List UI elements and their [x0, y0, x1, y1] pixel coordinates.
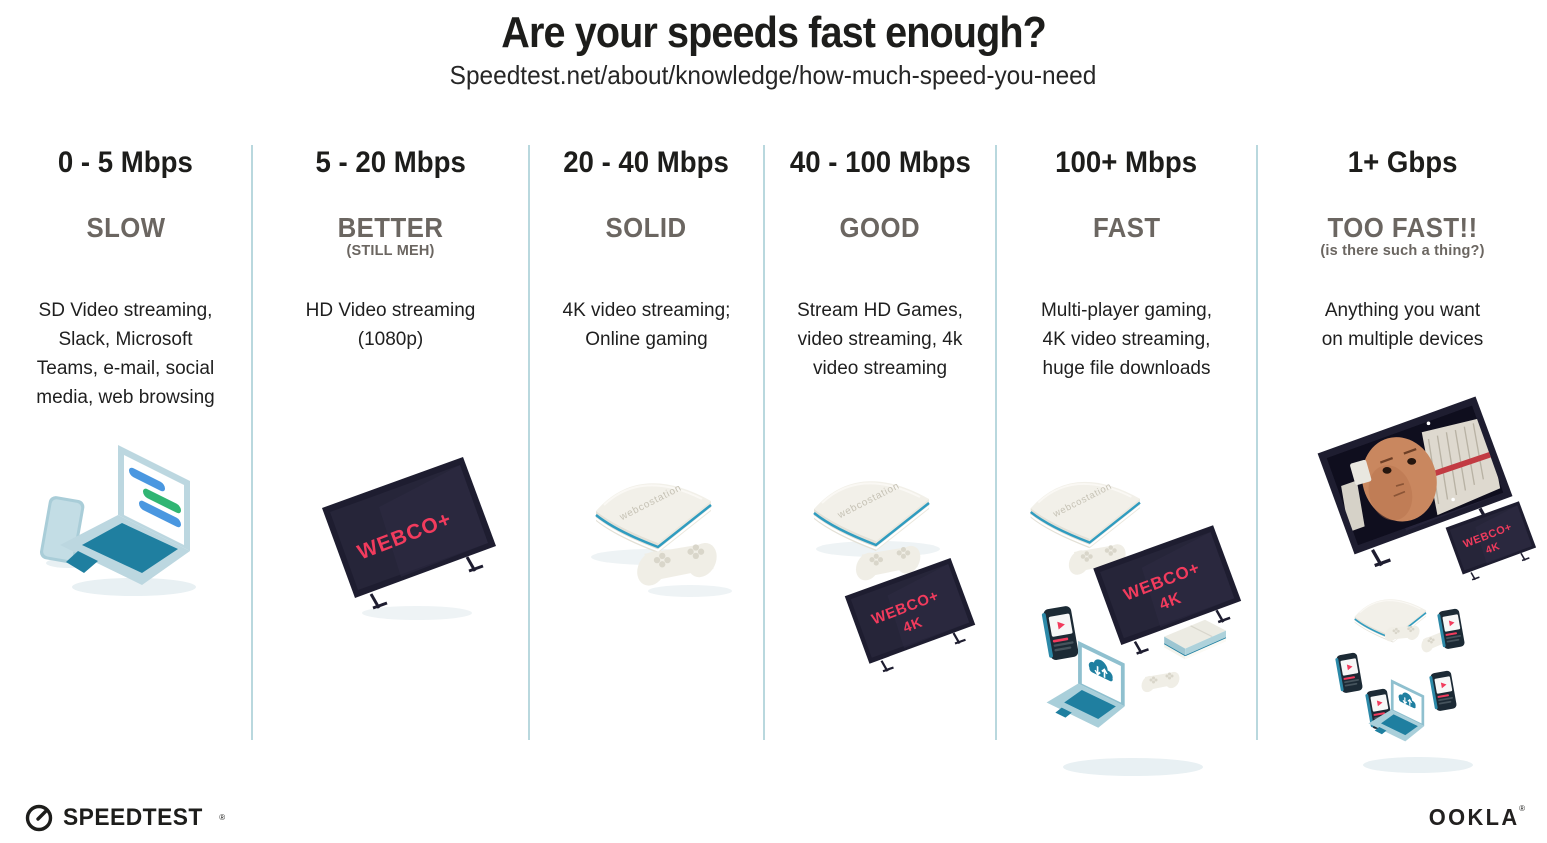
speed-range: 5 - 20 Mbps	[315, 146, 466, 179]
tv-4k-icon: WEBCO+ 4K	[1444, 500, 1537, 581]
header: Are your speeds fast enough? Speedtest.n…	[0, 8, 1547, 91]
game-console-icon: webcostation	[594, 481, 713, 555]
speedtest-trademark: ®	[219, 813, 226, 822]
speed-range: 100+ Mbps	[1055, 146, 1198, 179]
speed-column-20-40-mbps: 20 - 40 Mbps SOLID 4K video streaming; O…	[530, 145, 765, 740]
tier-description: Anything you want on multiple devices	[1321, 300, 1484, 350]
tv-resolution-label: 4K	[901, 615, 925, 637]
speed-column-5-20-mbps: 5 - 20 Mbps BETTER (STILL MEH) HD Video …	[253, 145, 530, 740]
console-controller-illustration: webcostation	[591, 481, 732, 597]
tier-description: 4K video streaming; Online gaming	[562, 300, 731, 350]
ookla-wordmark: OOKLA	[1428, 804, 1520, 830]
tier-label: TOO FAST!! (is there such a thing?)	[1258, 213, 1547, 260]
speed-range: 0 - 5 Mbps	[58, 146, 193, 179]
phone-video-icon	[1041, 605, 1080, 662]
speedtest-wordmark: SPEEDTEST	[63, 804, 203, 831]
speed-columns: 0 - 5 Mbps SLOW SD Video streaming, Slac…	[0, 145, 1547, 776]
page-subtitle: Speedtest.net/about/knowledge/how-much-s…	[450, 60, 1097, 90]
tier-label: SLOW	[85, 212, 166, 243]
tier-label: FAST	[1092, 212, 1161, 243]
speed-column-1-plus-gbps: 1+ Gbps TOO FAST!! (is there such a thin…	[1258, 145, 1547, 773]
tier-description: SD Video streaming, Slack, Microsoft Tea…	[36, 300, 215, 408]
speedtest-gauge-icon	[25, 804, 53, 832]
tier-label: GOOD	[839, 212, 921, 243]
speed-column-100-plus-mbps: 100+ Mbps FAST Multi-player gaming, 4K v…	[997, 145, 1258, 776]
speed-range: 20 - 40 Mbps	[563, 146, 730, 179]
game-console-icon: webcostation	[1029, 480, 1142, 550]
console-tv-illustration: webcostation WEBCO+ 4K	[812, 479, 977, 673]
ookla-trademark: ®	[1519, 804, 1525, 813]
tv-illustration: WEBCO+	[320, 455, 498, 620]
tier-note: (STILL MEH)	[346, 243, 435, 259]
speed-column-0-5-mbps: 0 - 5 Mbps SLOW SD Video streaming, Slac…	[0, 145, 253, 740]
tv-icon: WEBCO+	[320, 455, 498, 610]
many-devices-illustration: WEBCO+ 4K	[1315, 394, 1537, 773]
game-controller-icon	[1138, 669, 1183, 695]
tier-description: Stream HD Games, video streaming, 4k vid…	[797, 300, 963, 379]
speed-column-40-100-mbps: 40 - 100 Mbps GOOD Stream HD Games, vide…	[765, 145, 997, 740]
tier-description: Multi-player gaming, 4K video streaming,…	[1040, 300, 1213, 379]
phone-video-icon	[1334, 652, 1364, 694]
ookla-logo: OOKLA®	[1424, 804, 1525, 831]
tv-4k-icon: WEBCO+ 4K	[843, 556, 977, 673]
game-console-icon: webcostation	[812, 479, 931, 553]
tier-description: HD Video streaming (1080p)	[305, 300, 476, 350]
laptop-icon	[60, 445, 190, 585]
laptop-chat-phone-illustration	[39, 445, 196, 596]
tier-label: SOLID	[605, 212, 688, 243]
tier-note: (is there such a thing?)	[1320, 243, 1485, 259]
speed-range: 40 - 100 Mbps	[789, 146, 971, 179]
page-title: Are your speeds fast enough?	[501, 8, 1047, 57]
tv-4k-icon: WEBCO+ 4K	[1091, 523, 1243, 655]
multi-device-illustration: webcostation WEBCO+ 4K	[1029, 480, 1243, 776]
tier-label: BETTER (STILL MEH)	[253, 213, 528, 260]
speed-range: 1+ Gbps	[1347, 146, 1458, 179]
chat-bubbles-icon	[129, 467, 181, 528]
tv-resolution-label: 4K	[1484, 541, 1501, 556]
phone-video-icon	[1428, 670, 1458, 712]
movie-still-tv-icon	[1315, 394, 1515, 568]
speedtest-logo: SPEEDTEST ®	[24, 803, 225, 833]
